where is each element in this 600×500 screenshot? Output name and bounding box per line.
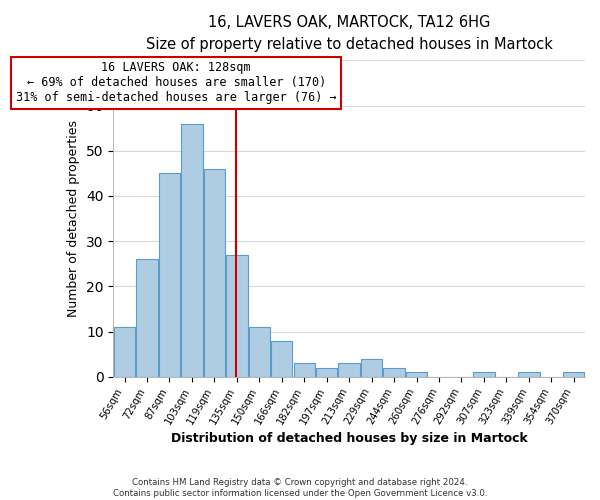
Bar xyxy=(226,254,248,377)
Bar xyxy=(383,368,405,377)
Bar xyxy=(248,327,270,377)
Y-axis label: Number of detached properties: Number of detached properties xyxy=(67,120,80,317)
Bar xyxy=(518,372,539,377)
Bar xyxy=(293,363,315,377)
Bar xyxy=(114,327,135,377)
Bar xyxy=(136,259,158,377)
Bar xyxy=(204,169,225,377)
Bar xyxy=(406,372,427,377)
Bar xyxy=(338,363,360,377)
Title: 16, LAVERS OAK, MARTOCK, TA12 6HG
Size of property relative to detached houses i: 16, LAVERS OAK, MARTOCK, TA12 6HG Size o… xyxy=(146,15,553,52)
X-axis label: Distribution of detached houses by size in Martock: Distribution of detached houses by size … xyxy=(171,432,527,445)
Bar xyxy=(563,372,584,377)
Bar xyxy=(361,358,382,377)
Bar xyxy=(159,174,180,377)
Text: Contains HM Land Registry data © Crown copyright and database right 2024.
Contai: Contains HM Land Registry data © Crown c… xyxy=(113,478,487,498)
Text: 16 LAVERS OAK: 128sqm
← 69% of detached houses are smaller (170)
31% of semi-det: 16 LAVERS OAK: 128sqm ← 69% of detached … xyxy=(16,62,337,104)
Bar xyxy=(271,340,292,377)
Bar xyxy=(473,372,494,377)
Bar xyxy=(316,368,337,377)
Bar xyxy=(181,124,203,377)
